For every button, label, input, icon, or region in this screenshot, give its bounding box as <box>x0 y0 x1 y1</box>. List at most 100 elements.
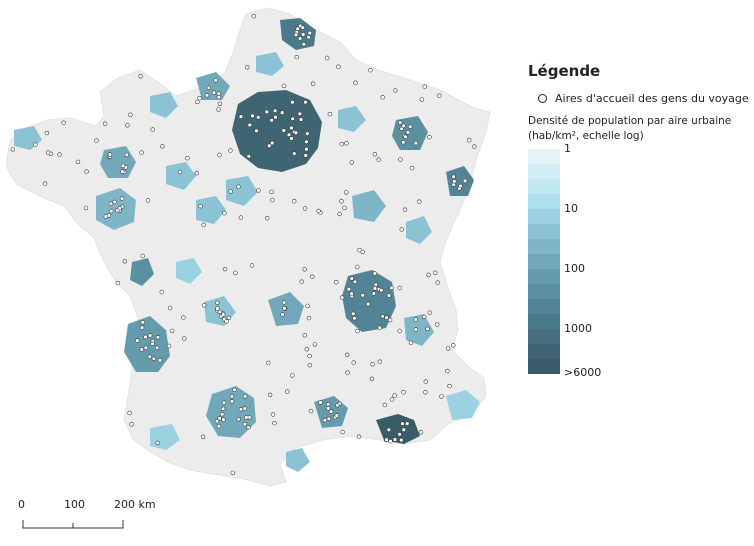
reception-area-point <box>425 326 430 331</box>
reception-area-point <box>236 184 241 189</box>
urban-area-strasbourg <box>446 166 474 196</box>
reception-area-point <box>398 120 403 125</box>
reception-area-point <box>181 315 186 320</box>
reception-area-point <box>102 121 108 126</box>
urban-areas-layer <box>14 18 480 472</box>
reception-area-point <box>269 189 274 195</box>
reception-area-point <box>256 188 261 193</box>
reception-area-point <box>447 383 452 389</box>
reception-area-point <box>280 110 285 115</box>
reception-area-point <box>302 206 308 211</box>
reception-area-point <box>286 132 292 138</box>
reception-area-point <box>445 368 450 374</box>
reception-area-point <box>417 199 422 204</box>
urban-area-dijon <box>352 190 386 222</box>
reception-area-point <box>401 140 406 145</box>
urban-area-amiens <box>256 52 284 76</box>
reception-area-point <box>380 94 385 100</box>
reception-area-point <box>216 94 222 100</box>
reception-area-point <box>400 421 405 426</box>
reception-area-point <box>250 113 255 119</box>
reception-area-point <box>340 429 345 435</box>
map-france[interactable] <box>0 0 520 546</box>
reception-area-point <box>150 341 155 346</box>
reception-area-point <box>213 78 218 83</box>
reception-area-point <box>122 259 128 264</box>
legend-title: Légende <box>528 62 601 80</box>
reception-area-point <box>426 272 431 277</box>
reception-area-point <box>346 286 352 292</box>
reception-area-point <box>216 107 221 112</box>
reception-area-point <box>439 394 444 399</box>
reception-area-point <box>182 336 187 341</box>
reception-area-point <box>334 280 339 285</box>
reception-area-point <box>392 437 398 442</box>
reception-area-point <box>312 342 318 347</box>
reception-area-point <box>293 32 299 37</box>
reception-area-point <box>216 91 221 96</box>
ramp-step <box>528 344 560 359</box>
reception-area-point <box>403 134 408 140</box>
reception-area-point <box>215 300 220 305</box>
reception-area-point <box>229 394 235 399</box>
reception-area-point <box>150 127 155 132</box>
ramp-step <box>528 194 560 209</box>
reception-area-point <box>195 99 200 105</box>
reception-area-point <box>352 279 358 284</box>
reception-area-point <box>303 99 308 105</box>
reception-area-point <box>220 412 225 417</box>
reception-area-point <box>293 130 299 135</box>
reception-area-point <box>355 264 360 270</box>
reception-area-point <box>339 141 344 147</box>
reception-area-point <box>120 169 125 174</box>
reception-area-point <box>352 316 357 321</box>
reception-area-point <box>342 205 347 211</box>
reception-area-point <box>154 345 160 350</box>
reception-area-point <box>365 301 371 307</box>
reception-area-point <box>305 131 310 136</box>
reception-area-point <box>427 135 432 140</box>
reception-area-point <box>405 130 411 135</box>
ramp-step <box>528 299 560 314</box>
reception-area-point <box>405 421 410 426</box>
reception-area-point <box>292 151 297 156</box>
reception-area-point <box>129 422 134 427</box>
reception-area-point <box>377 359 382 364</box>
ramp-step <box>528 359 560 374</box>
reception-area-point <box>267 143 272 148</box>
reception-area-point <box>220 406 226 411</box>
reception-area-point <box>222 267 228 272</box>
reception-area-point <box>119 196 125 201</box>
reception-area-point <box>388 439 393 444</box>
reception-area-point <box>349 291 354 296</box>
reception-area-point <box>244 415 249 420</box>
france-mainland <box>5 7 491 487</box>
reception-area-point <box>301 32 306 37</box>
reception-area-point <box>306 34 311 40</box>
reception-area-point <box>148 333 153 338</box>
reception-area-point <box>451 343 456 348</box>
reception-area-point <box>217 309 223 315</box>
ramp-step <box>528 239 560 254</box>
reception-area-point <box>139 347 144 352</box>
reception-area-point <box>402 207 408 212</box>
reception-area-point <box>382 402 387 408</box>
reception-area-point <box>384 315 389 320</box>
reception-area-point <box>376 157 381 162</box>
reception-area-point <box>83 205 89 211</box>
scale-label-100: 100 <box>64 498 85 511</box>
reception-area-point <box>399 437 404 443</box>
reception-area-point <box>302 267 307 272</box>
reception-area-point <box>399 126 404 132</box>
reception-area-point <box>371 291 376 296</box>
ramp-step <box>528 329 560 344</box>
reception-area-point <box>245 65 250 70</box>
reception-area-point <box>303 153 308 158</box>
reception-area-point <box>228 148 233 153</box>
reception-area-point <box>389 397 395 402</box>
reception-area-point <box>200 434 206 439</box>
reception-area-point <box>155 440 160 445</box>
reception-area-point <box>413 327 419 332</box>
reception-area-point <box>281 300 287 305</box>
reception-area-point <box>214 418 220 424</box>
